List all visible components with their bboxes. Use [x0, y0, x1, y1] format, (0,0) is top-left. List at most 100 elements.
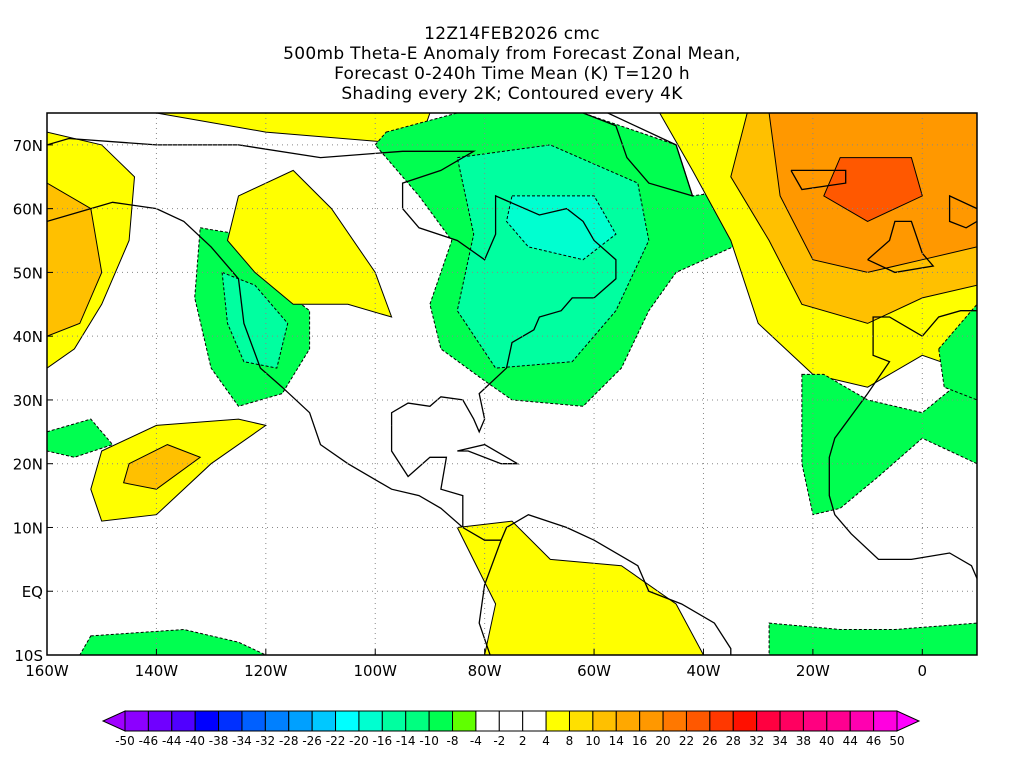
colorbar-box	[709, 710, 734, 732]
title-line-4: Shading every 2K; Contoured every 4K	[341, 84, 683, 104]
colorbar-box	[849, 710, 875, 732]
colorbar-label: 40	[819, 734, 834, 748]
title-line-3: Forecast 0-240h Time Mean (K) T=120 h	[334, 64, 690, 84]
anomaly-region-1	[47, 182, 103, 337]
colorbar-box	[264, 710, 290, 732]
x-tick-label: 20W	[796, 662, 830, 680]
colorbar-box	[592, 710, 617, 732]
x-tick-label: 0	[918, 662, 928, 680]
colorbar-label: -16	[373, 734, 393, 748]
colorbar-box	[522, 710, 547, 732]
colorbar-label: 46	[866, 734, 881, 748]
anomaly-region-20	[768, 622, 977, 655]
title-line-1: 12Z14FEB2026 cmc	[424, 24, 600, 44]
x-tick-label: 60W	[577, 662, 611, 680]
colorbar-label: -32	[256, 734, 276, 748]
colorbar-box	[335, 710, 360, 732]
y-tick-label: EQ	[22, 583, 43, 601]
colorbar-label: -10	[419, 734, 439, 748]
anomaly-region-18	[456, 520, 705, 655]
colorbar-label: -46	[139, 734, 159, 748]
colorbar-box	[381, 710, 407, 732]
x-tick-label: 40W	[687, 662, 721, 680]
colorbar-label: -22	[326, 734, 346, 748]
colorbar-box	[639, 710, 664, 732]
title-line-2: 500mb Theta-E Anomaly from Forecast Zona…	[283, 44, 741, 64]
coastline-4	[457, 443, 520, 465]
colorbar-label: -28	[279, 734, 299, 748]
x-tick-label: 120W	[244, 662, 288, 680]
y-tick-label: 60N	[13, 201, 43, 219]
coastline-8	[948, 194, 977, 229]
anomaly-region-13	[801, 367, 977, 516]
colorbar-label: -20	[349, 734, 369, 748]
colorbar-label: -44	[162, 734, 182, 748]
y-tick-label: 10N	[13, 519, 43, 537]
colorbar-label: 10	[585, 734, 600, 748]
colorbar-label: 16	[632, 734, 647, 748]
colorbar-box	[662, 710, 687, 732]
coastline-0	[47, 201, 732, 655]
coastline-1	[478, 539, 502, 655]
y-tick-label: 30N	[13, 392, 43, 410]
colorbar-box	[779, 710, 804, 732]
colorbar-box	[218, 710, 243, 732]
colorbar-box	[358, 710, 383, 732]
colorbar-box	[194, 710, 220, 732]
colorbar-label: 44	[843, 734, 858, 748]
colorbar-box	[732, 710, 758, 732]
colorbar-label: -34	[232, 734, 252, 748]
anomaly-region-14	[938, 303, 977, 401]
colorbar-box	[826, 710, 851, 732]
y-tick-label: 20N	[13, 456, 43, 474]
colorbar-label: -40	[185, 734, 205, 748]
colorbar-box	[311, 710, 337, 732]
colorbar-label: 2	[519, 734, 527, 748]
colorbar-label: -14	[396, 734, 416, 748]
colorbar-label: 14	[609, 734, 624, 748]
colorbar-box	[452, 710, 477, 732]
x-tick-label: 140W	[135, 662, 179, 680]
colorbar-label: 28	[726, 734, 741, 748]
anomaly-region-4	[221, 271, 289, 369]
x-tick-label: 100W	[354, 662, 398, 680]
colorbar-label: -8	[447, 734, 459, 748]
colorbar-box	[241, 710, 266, 732]
colorbar-box	[756, 710, 781, 732]
colorbar-label: -38	[209, 734, 229, 748]
colorbar-label: 50	[889, 734, 904, 748]
colorbar-label: 32	[749, 734, 764, 748]
colorbar-low-arrow	[101, 710, 126, 732]
colorbar-box	[124, 710, 149, 732]
anomaly-region-12	[823, 157, 923, 222]
colorbar-box	[475, 710, 500, 732]
y-tick-label: 70N	[13, 137, 43, 155]
colorbar-box	[428, 710, 454, 732]
shading-layer	[47, 113, 977, 655]
coastline-6	[790, 169, 847, 191]
colorbar-box	[171, 710, 196, 732]
colorbar-box	[545, 710, 570, 732]
colorbar-label: 20	[655, 734, 670, 748]
colorbar-box	[615, 710, 641, 732]
colorbar-box	[568, 710, 594, 732]
colorbar-label: 38	[796, 734, 811, 748]
colorbar-label: -2	[493, 734, 505, 748]
anomaly-region-17	[47, 418, 114, 458]
colorbar-box	[685, 710, 711, 732]
colorbar-box	[873, 710, 898, 732]
y-tick-label: 10S	[14, 647, 43, 665]
coastline-2	[47, 137, 617, 434]
colorbar-label: -26	[302, 734, 322, 748]
colorbar-box	[498, 710, 524, 732]
colorbar-box	[405, 710, 430, 732]
colorbar-box	[802, 710, 828, 732]
y-tick-label: 50N	[13, 264, 43, 282]
colorbar-label: -50	[115, 734, 135, 748]
anomaly-region-16	[122, 444, 202, 490]
colorbar-label: 8	[566, 734, 574, 748]
colorbar-label: 26	[702, 734, 717, 748]
y-tick-label: 40N	[13, 328, 43, 346]
